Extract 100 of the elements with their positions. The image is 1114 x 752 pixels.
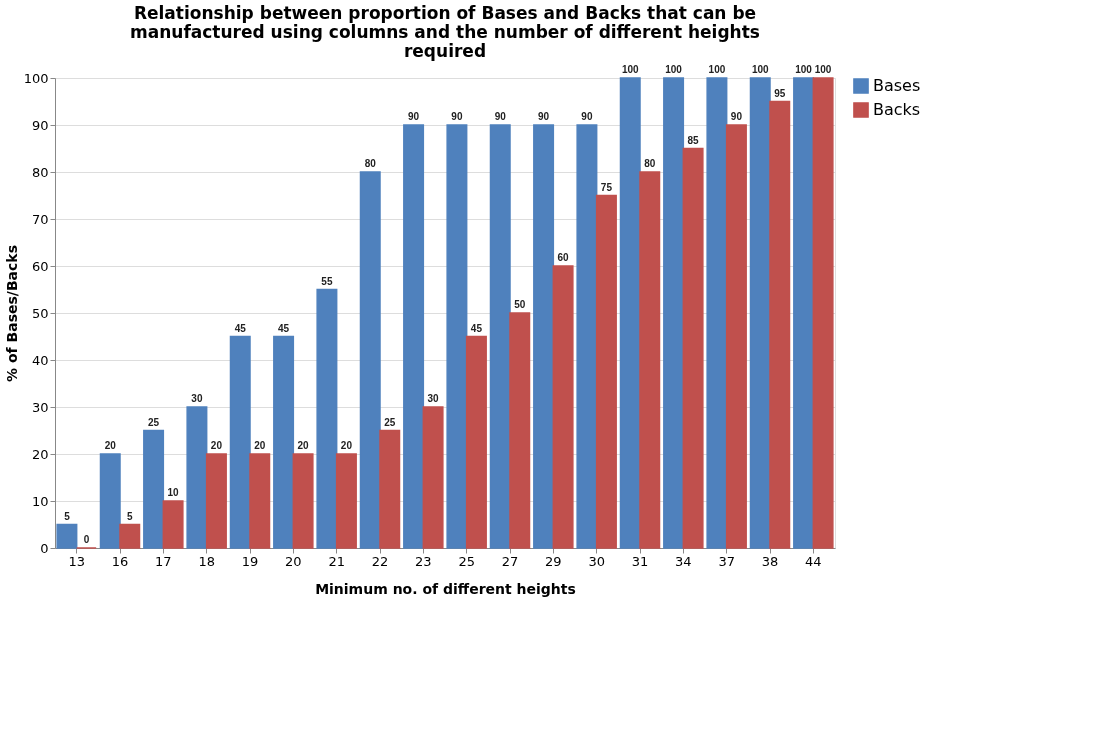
bar: [769, 100, 791, 549]
bar: [663, 77, 685, 549]
x-tick-label: 23: [415, 553, 432, 569]
data-label: 10: [167, 487, 180, 498]
data-label: 90: [494, 111, 507, 122]
x-tick-label: 31: [631, 553, 649, 569]
y-tick-label: 70: [31, 211, 49, 227]
x-tick-label: 18: [198, 553, 215, 569]
x-tick-label: 38: [761, 553, 779, 569]
bar: [595, 194, 617, 549]
bar: [619, 77, 641, 549]
data-label: 95: [774, 87, 786, 99]
data-label: 60: [557, 252, 570, 263]
x-tick-label: 22: [371, 553, 389, 569]
y-tick-label: 60: [31, 258, 49, 274]
data-label: 80: [644, 158, 656, 169]
data-label: 90: [538, 111, 550, 122]
data-label: 90: [451, 111, 463, 122]
bar: [576, 124, 598, 549]
bar: [335, 453, 357, 549]
bar: [119, 523, 141, 549]
data-label: 100: [621, 64, 640, 75]
x-tick-label: 25: [458, 553, 475, 569]
bar: [725, 124, 747, 549]
bar: [509, 312, 531, 549]
bar: [446, 124, 468, 549]
bar: [682, 147, 704, 549]
data-label: 75: [600, 181, 613, 193]
bar: [359, 171, 381, 549]
legend-label: Bases: [873, 76, 921, 95]
bar: [162, 500, 184, 549]
data-label: 80: [364, 158, 377, 169]
x-tick-label: 20: [285, 553, 302, 569]
bar: [639, 171, 661, 549]
y-axis-title: % of Bases/Backs: [3, 245, 20, 382]
bar: [316, 288, 338, 549]
x-tick-label: 21: [328, 553, 345, 569]
bar: [489, 124, 511, 549]
data-label: 55: [321, 275, 333, 287]
data-label: 20: [210, 440, 223, 451]
data-label: 100: [814, 64, 832, 75]
data-label: 5: [126, 510, 133, 522]
data-label: 20: [340, 440, 353, 451]
bar: [793, 77, 815, 549]
y-tick-label: 100: [23, 70, 49, 86]
data-label: 50: [514, 299, 526, 310]
bar: [465, 335, 487, 549]
bar: [812, 77, 834, 549]
x-tick-label: 29: [545, 553, 562, 569]
y-tick-label: 90: [31, 117, 49, 133]
bar: [99, 453, 121, 549]
x-tick-label: 30: [588, 553, 605, 569]
data-label: 20: [254, 440, 266, 451]
y-tick-label: 30: [31, 399, 49, 415]
x-tick-label: 16: [111, 553, 129, 569]
data-label: 0: [83, 534, 90, 545]
data-label: 20: [297, 440, 310, 451]
bar: [186, 406, 208, 549]
data-label: 25: [384, 416, 396, 428]
data-label: 100: [751, 64, 770, 75]
y-tick-label: 10: [31, 493, 49, 509]
data-label: 90: [408, 111, 420, 122]
data-label: 90: [730, 111, 743, 122]
data-label: 100: [665, 64, 683, 75]
data-label: 100: [795, 64, 813, 75]
bar: [249, 453, 271, 549]
bar: [552, 265, 574, 549]
x-tick-label: 27: [501, 553, 519, 569]
data-label: 5: [64, 510, 71, 522]
bar: [422, 406, 444, 549]
bar: [143, 429, 165, 549]
bar: [403, 124, 425, 549]
x-tick-label: 37: [718, 553, 735, 569]
data-label: 30: [427, 393, 440, 404]
x-tick-label: 13: [68, 553, 85, 569]
bar: [706, 77, 728, 549]
y-tick-label: 80: [31, 164, 49, 180]
x-tick-label: 34: [675, 553, 692, 569]
data-label: 85: [687, 134, 700, 146]
data-label: 45: [234, 322, 247, 334]
chart-title: Relationship between proportion of Bases and Backs that can be manufactured using columns and the number of different heights required: [130, 3, 760, 61]
bar: [205, 453, 227, 549]
y-tick-label: 0: [40, 540, 49, 556]
bar: [379, 429, 401, 549]
y-tick-label: 40: [31, 352, 49, 368]
data-label: 45: [470, 322, 483, 334]
x-tick-label: 17: [155, 553, 172, 569]
data-label: 20: [104, 440, 117, 451]
bar: [273, 335, 295, 549]
data-label: 30: [191, 393, 203, 404]
x-tick-label: 19: [241, 553, 259, 569]
bar: [56, 523, 78, 549]
bar: [749, 77, 771, 549]
data-label: 100: [708, 64, 726, 75]
legend-label: Backs: [873, 100, 921, 119]
x-axis-title: Minimum no. of different heights: [315, 580, 576, 597]
data-label: 90: [581, 111, 593, 122]
y-tick-label: 50: [31, 305, 49, 321]
data-label: 45: [278, 322, 290, 334]
data-label: 25: [148, 416, 160, 428]
